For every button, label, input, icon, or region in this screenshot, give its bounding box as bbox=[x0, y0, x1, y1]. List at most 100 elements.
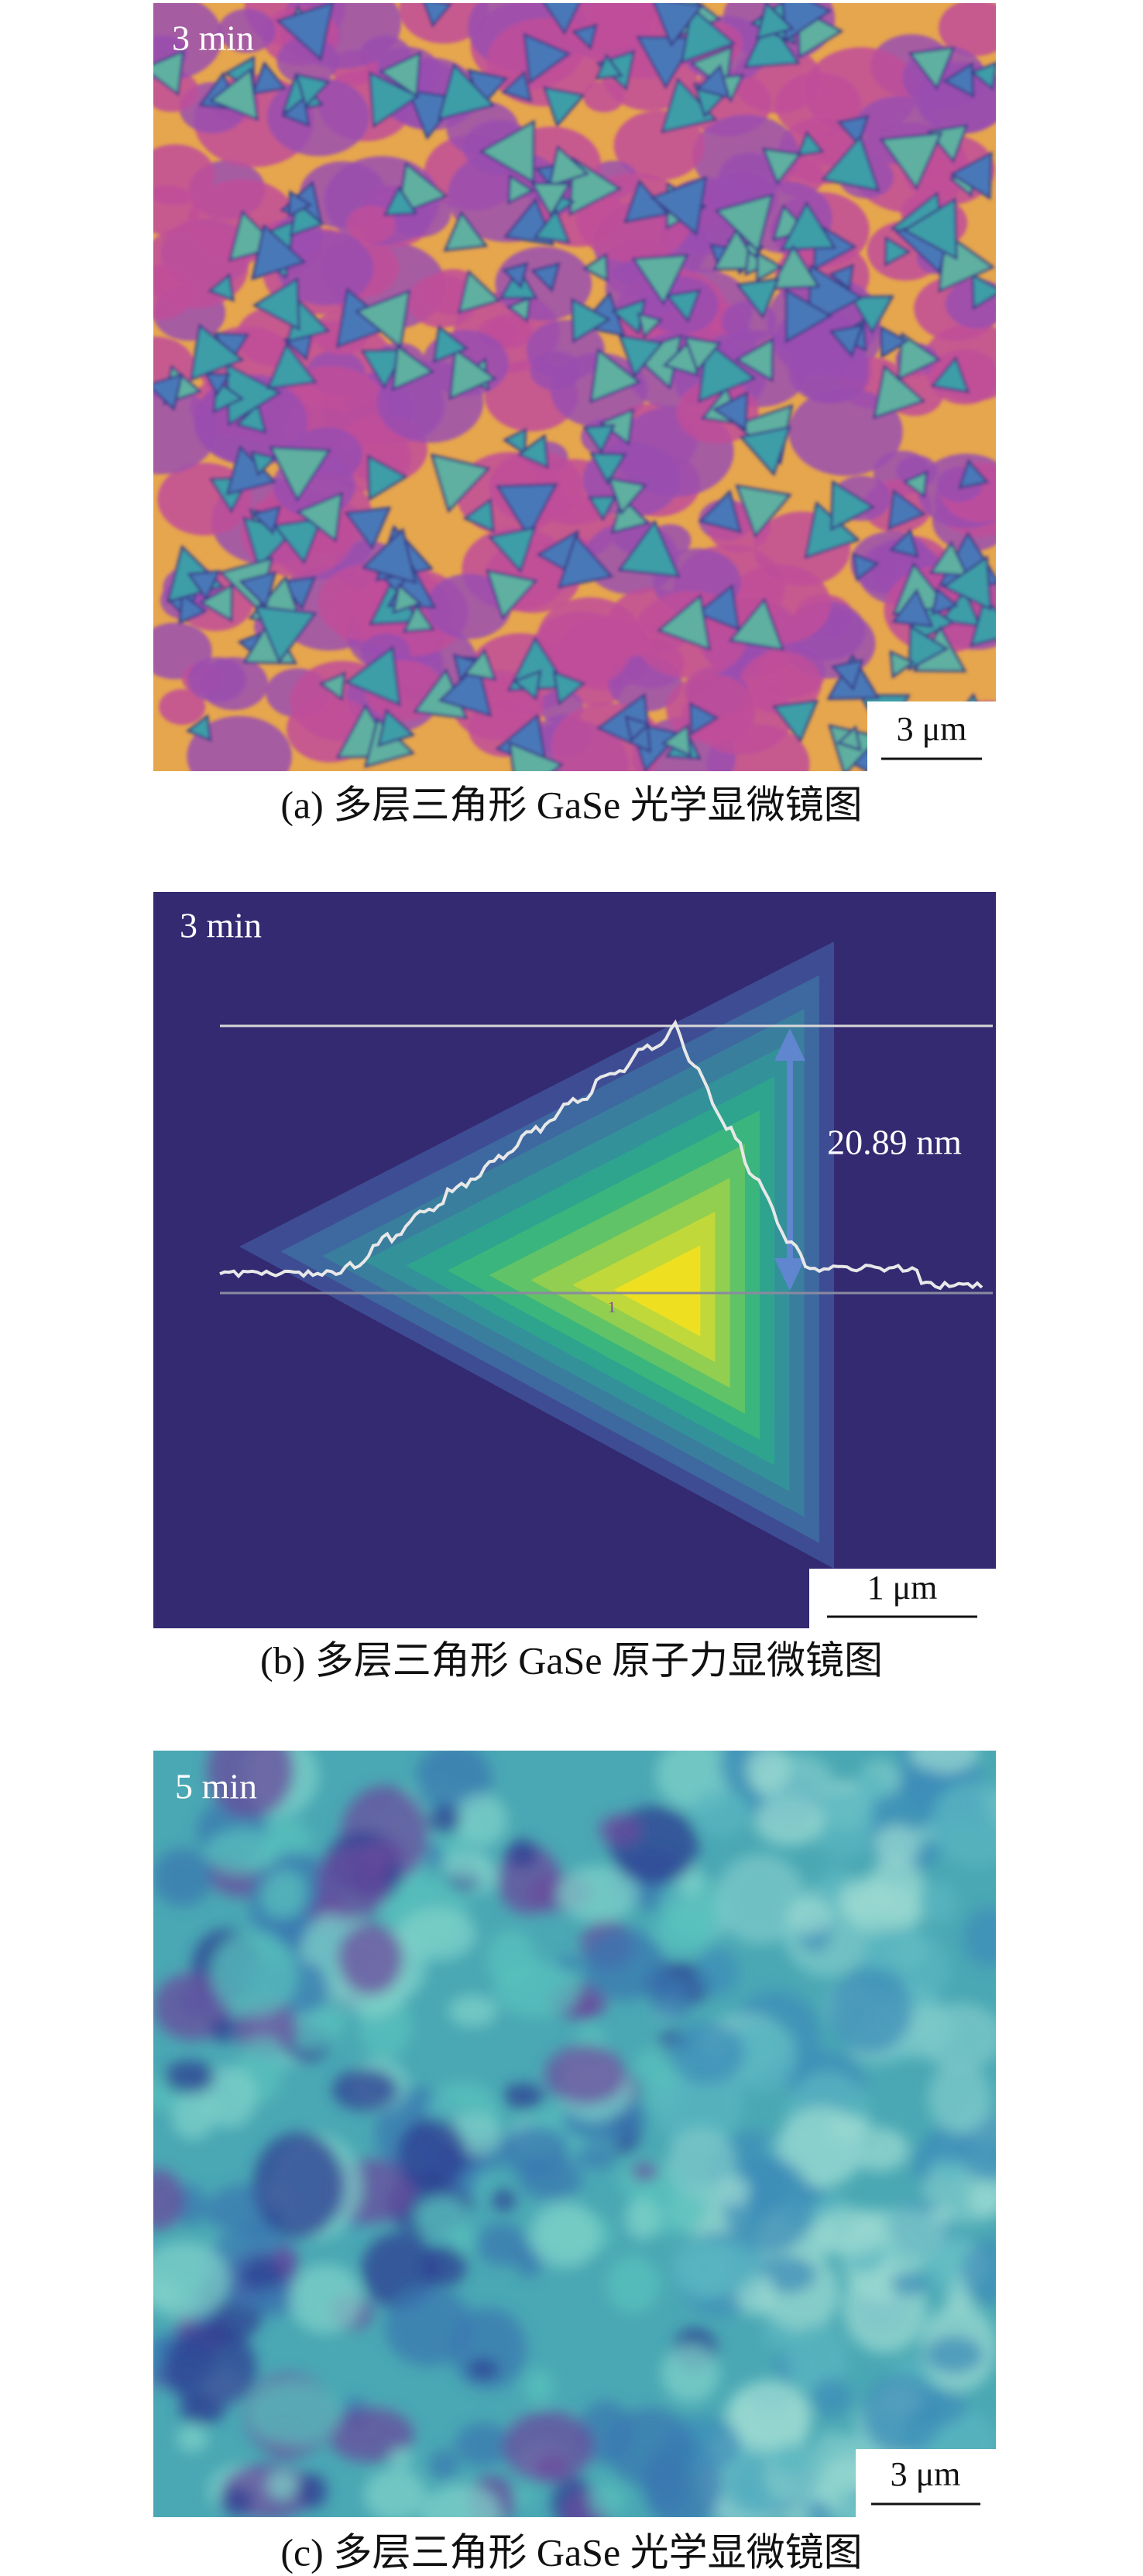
texture bbox=[434, 456, 486, 509]
texture bbox=[492, 2190, 516, 2211]
texture bbox=[583, 1929, 666, 2001]
texture bbox=[425, 3, 448, 24]
texture bbox=[545, 3, 578, 31]
texture bbox=[213, 71, 256, 118]
texture bbox=[599, 1814, 642, 1846]
texture bbox=[252, 2132, 345, 2238]
texture bbox=[695, 1948, 739, 1997]
texture bbox=[592, 352, 637, 400]
texture bbox=[217, 334, 246, 361]
profile-marker: 1 bbox=[608, 1299, 616, 1316]
texture bbox=[192, 328, 240, 378]
texture bbox=[882, 329, 904, 355]
texture bbox=[974, 64, 995, 87]
caption: (a) 多层三角形 GaSe 光学显微镜图 bbox=[280, 783, 862, 826]
texture bbox=[455, 657, 477, 678]
texture bbox=[740, 280, 777, 315]
texture bbox=[613, 1245, 701, 1336]
texture bbox=[440, 67, 491, 118]
texture bbox=[455, 2423, 511, 2467]
texture bbox=[510, 177, 530, 201]
texture bbox=[177, 2424, 208, 2453]
texture bbox=[407, 274, 477, 328]
texture bbox=[890, 492, 922, 527]
texture bbox=[773, 249, 817, 287]
texture bbox=[323, 675, 344, 698]
optical-image-c bbox=[153, 1751, 996, 2517]
texture bbox=[544, 2044, 626, 2105]
texture bbox=[946, 559, 990, 608]
texture bbox=[699, 588, 737, 628]
texture bbox=[394, 348, 431, 388]
texture bbox=[588, 2482, 626, 2516]
caption: (c) 多层三角形 GaSe 光学显微镜图 bbox=[280, 2530, 862, 2574]
texture bbox=[832, 484, 871, 528]
texture bbox=[640, 38, 694, 85]
texture bbox=[973, 600, 996, 644]
texture bbox=[788, 1899, 831, 1935]
texture bbox=[163, 2060, 215, 2094]
texture bbox=[659, 1875, 727, 1941]
texture bbox=[925, 2125, 973, 2163]
texture bbox=[399, 3, 489, 44]
texture bbox=[451, 352, 493, 397]
texture bbox=[242, 574, 274, 605]
texture bbox=[517, 673, 539, 697]
texture bbox=[283, 578, 313, 606]
texture bbox=[180, 596, 204, 621]
texture bbox=[415, 2197, 470, 2238]
texture bbox=[686, 338, 718, 369]
texture bbox=[285, 100, 307, 124]
texture bbox=[754, 1796, 826, 1847]
time-label: 5 min bbox=[175, 1767, 257, 1806]
texture bbox=[910, 628, 945, 667]
texture bbox=[363, 1840, 404, 1869]
texture bbox=[863, 1933, 897, 1968]
texture bbox=[210, 2017, 236, 2043]
texture bbox=[887, 240, 907, 263]
caption: (b) 多层三角形 GaSe 原子力显微镜图 bbox=[260, 1638, 883, 1682]
texture bbox=[159, 688, 206, 725]
texture bbox=[239, 406, 264, 431]
texture bbox=[574, 2144, 616, 2170]
texture bbox=[918, 2002, 996, 2071]
texture bbox=[555, 674, 582, 701]
texture bbox=[664, 81, 713, 131]
scale-bar-box bbox=[856, 2449, 996, 2517]
texture bbox=[746, 1751, 791, 1794]
texture bbox=[787, 292, 829, 340]
texture bbox=[467, 2358, 499, 2380]
texture bbox=[486, 313, 534, 349]
texture bbox=[838, 1878, 891, 1920]
texture bbox=[246, 2379, 340, 2447]
texture bbox=[426, 573, 512, 640]
texture bbox=[254, 228, 302, 277]
texture bbox=[190, 572, 218, 597]
texture bbox=[398, 1907, 476, 1961]
texture bbox=[900, 336, 937, 377]
time-label: 3 min bbox=[172, 19, 254, 58]
texture bbox=[348, 509, 388, 546]
texture bbox=[716, 394, 747, 427]
optical-image-a bbox=[153, 3, 996, 771]
texture bbox=[531, 611, 631, 688]
texture bbox=[255, 66, 283, 92]
texture bbox=[253, 454, 273, 472]
texture bbox=[811, 2378, 852, 2417]
texture bbox=[467, 502, 493, 530]
texture bbox=[924, 2335, 983, 2374]
texture bbox=[435, 329, 465, 360]
texture bbox=[526, 36, 567, 81]
texture bbox=[448, 1995, 497, 2027]
texture bbox=[747, 253, 765, 273]
texture bbox=[893, 532, 916, 555]
texture bbox=[719, 2174, 750, 2207]
texture bbox=[153, 2169, 184, 2231]
texture bbox=[332, 2068, 399, 2111]
texture bbox=[891, 653, 911, 675]
texture bbox=[171, 2094, 215, 2140]
texture bbox=[661, 2344, 720, 2403]
texture bbox=[256, 508, 279, 531]
